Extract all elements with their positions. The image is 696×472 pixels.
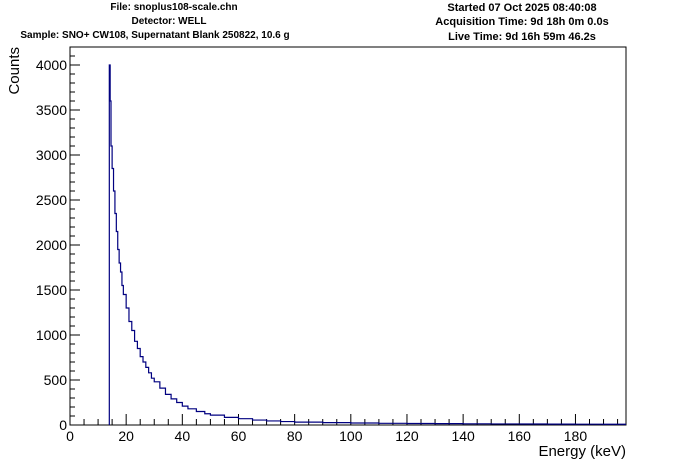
y-tick-label: 3000 (36, 147, 67, 163)
spectrum-line (108, 64, 626, 425)
x-tick-label: 120 (395, 428, 419, 444)
y-tick-label: 3500 (36, 102, 67, 118)
x-tick-label: 40 (175, 428, 191, 444)
x-tick-label: 80 (287, 428, 303, 444)
y-tick-label: 4000 (36, 57, 67, 73)
y-axis-label: Counts (6, 47, 23, 95)
started-label: Started 07 Oct 2025 08:40:08 (447, 2, 597, 14)
y-tick-label: 500 (44, 372, 68, 388)
acquisition-time-label: Acquisition Time: 9d 18h 0m 0.0s (435, 16, 609, 28)
x-tick-label: 140 (451, 428, 475, 444)
file-label: File: snoplus108-scale.chn (110, 2, 238, 13)
y-tick-label: 2000 (36, 237, 67, 253)
x-tick-label: 20 (118, 428, 134, 444)
x-tick-label: 0 (66, 428, 74, 444)
y-tick-label: 1000 (36, 327, 67, 343)
x-axis: 0 20 40 60 80 100 120 140 160 180 (66, 414, 619, 444)
x-axis-label: Energy (keV) (538, 443, 626, 460)
detector-label: Detector: WELL (131, 16, 207, 27)
x-tick-label: 100 (339, 428, 363, 444)
y-tick-label: 0 (59, 417, 67, 433)
sample-label: Sample: SNO+ CW108, Supernatant Blank 25… (20, 30, 290, 41)
x-tick-label: 160 (508, 428, 532, 444)
y-tick-label: 1500 (36, 282, 67, 298)
x-tick-label: 180 (564, 428, 588, 444)
y-axis: 0 500 1000 1500 2000 2500 3000 3500 4000 (36, 46, 80, 433)
y-tick-label: 2500 (36, 192, 67, 208)
x-tick-label: 60 (231, 428, 247, 444)
live-time-label: Live Time: 9d 16h 59m 46.2s (448, 31, 596, 43)
plot-frame (69, 46, 627, 426)
